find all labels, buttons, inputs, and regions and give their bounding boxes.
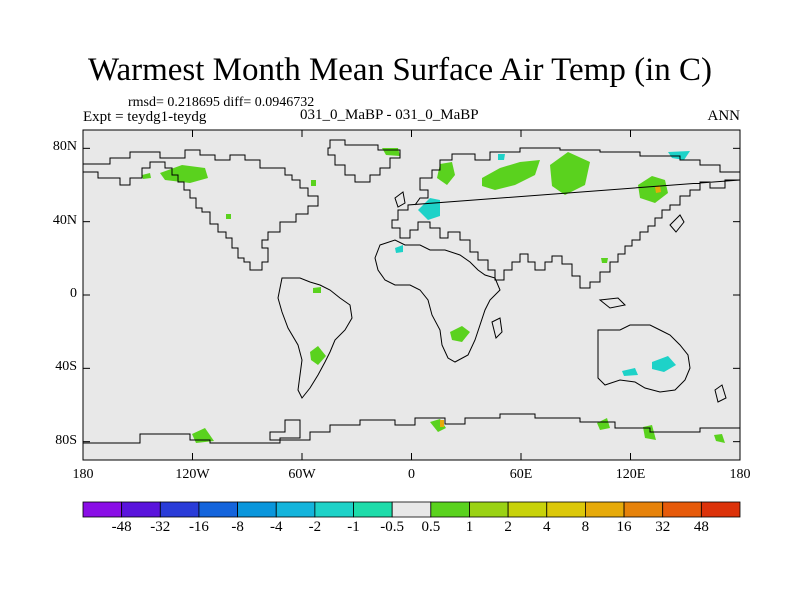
coast-japan bbox=[669, 214, 685, 233]
patch-antarctica-3 bbox=[440, 420, 444, 427]
colorbar-swatch bbox=[585, 501, 625, 518]
map-background bbox=[83, 130, 740, 460]
map-panel bbox=[82, 129, 741, 461]
longitude-label: 120E bbox=[615, 467, 646, 482]
coast-greenland bbox=[327, 139, 401, 183]
colorbar-swatch bbox=[82, 501, 123, 518]
colorbar-label: -0.5 bbox=[380, 519, 405, 535]
patch-antarctica-6 bbox=[714, 434, 725, 443]
latitude-label: 40N bbox=[52, 212, 77, 228]
period-label: 031_0_MaBP - 031_0_MaBP bbox=[300, 107, 479, 123]
coast-antarctica bbox=[83, 413, 740, 444]
colorbar-swatch bbox=[662, 501, 702, 518]
longitude-label: 180 bbox=[729, 467, 751, 482]
axis-ticks bbox=[82, 130, 741, 460]
longitude-label: 60W bbox=[288, 467, 316, 482]
colorbar-swatch bbox=[237, 501, 277, 518]
coastlines bbox=[83, 139, 741, 444]
patch-antarctica-1 bbox=[192, 428, 214, 443]
colorbar-label: -32 bbox=[150, 519, 171, 535]
patch-east-asia-core bbox=[655, 185, 661, 193]
longitude-label: 60E bbox=[509, 467, 533, 482]
experiment-label: Expt = teydg1-teydg bbox=[83, 109, 207, 125]
patch-small-1 bbox=[313, 287, 321, 293]
colorbar-label: 48 bbox=[693, 519, 709, 535]
colorbar-label: -8 bbox=[231, 519, 244, 535]
colorbar bbox=[82, 501, 741, 518]
colorbar-label: -48 bbox=[111, 519, 132, 535]
colorbar-swatch bbox=[546, 501, 586, 518]
coast-new-zealand bbox=[714, 384, 727, 403]
latitude-label: 80N bbox=[52, 139, 77, 155]
colorbar-label: 32 bbox=[655, 519, 671, 535]
latitude-label: 80S bbox=[55, 432, 77, 448]
stats-line: rmsd= 0.218695 diff= 0.0946732 bbox=[128, 95, 315, 110]
colorbar-swatch bbox=[700, 501, 741, 518]
colorbar-swatch bbox=[430, 501, 470, 518]
colorbar-swatch bbox=[623, 501, 664, 518]
coast-north-america bbox=[83, 149, 319, 271]
longitude-label: 0 bbox=[408, 467, 415, 482]
patch-small-6 bbox=[601, 258, 608, 263]
season-label: ANN bbox=[707, 108, 741, 124]
colorbar-swatch bbox=[469, 501, 509, 518]
colorbar-label: 8 bbox=[581, 519, 590, 535]
patch-small-5 bbox=[226, 214, 231, 219]
colorbar-label: -2 bbox=[308, 519, 322, 535]
patch-east-asia bbox=[638, 176, 668, 203]
colorbar-swatch bbox=[198, 501, 238, 518]
colorbar-swatch bbox=[507, 501, 548, 518]
patch-small-7 bbox=[311, 180, 316, 186]
latitude-label: 0 bbox=[70, 286, 77, 301]
patch-australia-2 bbox=[622, 368, 638, 376]
colorbar-label: 2 bbox=[504, 519, 512, 535]
coast-australia bbox=[597, 324, 691, 393]
colorbar-label: 16 bbox=[616, 519, 632, 535]
patch-north-asia bbox=[482, 160, 540, 190]
patch-africa bbox=[450, 326, 470, 342]
colorbar-label: -1 bbox=[347, 519, 360, 535]
patch-small-4 bbox=[498, 154, 505, 160]
patch-siberia bbox=[550, 152, 590, 195]
coast-south-america bbox=[277, 277, 353, 399]
coast-eurasia bbox=[391, 147, 741, 289]
patch-small-2 bbox=[142, 173, 151, 179]
patch-south-america bbox=[310, 346, 326, 365]
patch-australia-1 bbox=[652, 356, 676, 372]
colorbar-swatch bbox=[121, 501, 161, 518]
coast-madagascar bbox=[491, 317, 503, 339]
colorbar-swatch bbox=[159, 501, 200, 518]
colorbar-label: 1 bbox=[465, 519, 474, 535]
longitude-label: 120W bbox=[175, 467, 210, 482]
colorbar-label: 0.5 bbox=[421, 519, 441, 535]
colorbar-swatch bbox=[353, 501, 393, 518]
colorbar-label: 4 bbox=[543, 519, 551, 535]
colorbar-swatch bbox=[314, 501, 354, 518]
patch-small-3 bbox=[395, 245, 403, 253]
anomaly-patches bbox=[142, 148, 725, 443]
chart-title: Warmest Month Mean Surface Air Temp (in … bbox=[87, 52, 713, 88]
patch-antarctica-4 bbox=[597, 418, 610, 430]
colorbar-label: -16 bbox=[188, 519, 209, 535]
coast-africa bbox=[374, 239, 501, 363]
longitude-label: 180 bbox=[72, 467, 94, 482]
coast-indonesia bbox=[598, 297, 627, 309]
colorbar-label: -4 bbox=[269, 519, 283, 535]
colorbar-swatch bbox=[391, 501, 432, 518]
patch-scandinavia bbox=[437, 162, 455, 185]
latitude-label: 40S bbox=[55, 359, 77, 375]
coast-uk bbox=[394, 191, 406, 208]
colorbar-swatch bbox=[275, 501, 316, 518]
